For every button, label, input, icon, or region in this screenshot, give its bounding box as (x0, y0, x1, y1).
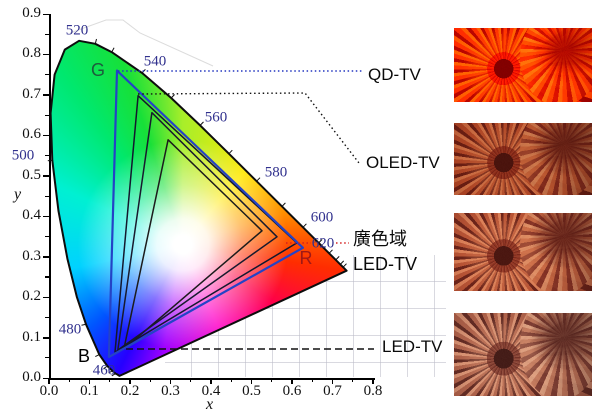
x-minor-tick (230, 378, 232, 382)
flower-center-shading (454, 213, 592, 291)
callout-wcg-line2: LED-TV (353, 254, 418, 274)
x-major-tick (210, 378, 212, 384)
flower-image-qd-tv (454, 28, 592, 102)
y-major-tick (43, 94, 49, 96)
y-minor-tick (45, 33, 49, 35)
primary-red-label: R (299, 248, 313, 268)
y-major-tick (43, 53, 49, 56)
x-tick-label: 0.4 (201, 383, 221, 399)
x-tick-label: 0.2 (120, 383, 140, 399)
wavelength-460: 460 (92, 362, 116, 379)
y-tick-label: 0.1 (22, 328, 41, 345)
y-minor-tick (45, 155, 49, 157)
wavelength-560: 560 (204, 109, 228, 126)
x-major-tick (88, 378, 91, 384)
x-minor-tick (109, 378, 111, 382)
y-axis-title: y (14, 186, 22, 203)
plot-axes (49, 14, 375, 380)
x-tick-label: 0.3 (161, 383, 180, 399)
x-axis-title: x (206, 396, 214, 413)
flower-center-shading (454, 313, 592, 396)
y-major-tick (43, 296, 49, 299)
x-minor-tick (271, 378, 273, 382)
y-tick-label: 0.0 (22, 369, 41, 385)
wavelength-500: 500 (11, 147, 35, 164)
y-major-tick (43, 134, 49, 137)
x-tick-label: 0.0 (39, 383, 59, 399)
x-tick-label: 0.7 (323, 383, 342, 399)
callout-led-tv: LED-TV (382, 337, 443, 356)
gamut-triangle-OLED-TV (114, 94, 298, 353)
flower-center-shading (454, 123, 592, 195)
x-minor-tick (68, 378, 70, 382)
primary-blue-label: B (77, 346, 91, 366)
wavelength-600: 600 (310, 209, 334, 226)
wavelength-620: 620 (311, 235, 335, 252)
x-major-tick (331, 378, 334, 384)
y-tick-label: 0.2 (22, 288, 41, 305)
x-major-tick (372, 378, 374, 384)
y-major-tick (43, 215, 49, 218)
y-major-tick (43, 377, 49, 379)
y-tick-label: 0.3 (22, 247, 41, 264)
x-minor-tick (190, 378, 192, 382)
callout-qd-tv: QD-TV (368, 65, 421, 84)
y-tick-label: 0.8 (22, 45, 41, 62)
y-minor-tick (45, 316, 49, 318)
gamut-triangle-LED-TV (123, 139, 263, 350)
flower-image-oled-tv (454, 123, 592, 195)
x-major-tick (48, 378, 50, 384)
flower-image-led-tv (454, 313, 592, 396)
wavelength-540: 540 (143, 53, 167, 70)
x-major-tick (250, 378, 253, 384)
y-minor-tick (45, 74, 49, 76)
x-tick-label: 0.1 (80, 383, 99, 399)
y-major-tick (43, 256, 49, 258)
x-minor-tick (311, 378, 313, 382)
y-major-tick (43, 13, 49, 15)
y-minor-tick (45, 357, 49, 359)
x-major-tick (291, 378, 293, 384)
y-major-tick (43, 337, 49, 339)
x-tick-label: 0.6 (282, 383, 302, 399)
y-minor-tick (45, 195, 49, 197)
y-minor-tick (45, 114, 49, 116)
wavelength-480: 480 (58, 321, 82, 338)
x-tick-label: 0.8 (363, 383, 383, 399)
x-minor-tick (352, 378, 354, 382)
y-tick-label: 0.5 (22, 166, 41, 183)
callout-wcg-line1: 廣色域 (353, 229, 407, 249)
flower-center-shading (454, 28, 592, 102)
y-tick-label: 0.9 (22, 5, 41, 21)
wavelength-580: 580 (264, 164, 288, 181)
primary-green-label: G (90, 60, 106, 80)
flower-image-wcg-led-tv (454, 213, 592, 291)
x-major-tick (169, 378, 172, 384)
x-major-tick (129, 378, 131, 384)
wavelength-520: 520 (65, 22, 89, 39)
y-tick-label: 0.7 (22, 85, 41, 102)
gamut-triangle-廣色域 LED-TV (117, 111, 278, 351)
y-tick-label: 0.4 (22, 207, 41, 224)
callout-oled-tv: OLED-TV (366, 153, 440, 172)
y-minor-tick (45, 235, 49, 238)
y-tick-label: 0.6 (22, 126, 41, 143)
x-tick-label: 0.5 (242, 383, 261, 399)
y-major-tick (43, 175, 49, 177)
x-minor-tick (149, 378, 151, 382)
y-minor-tick (45, 276, 49, 278)
